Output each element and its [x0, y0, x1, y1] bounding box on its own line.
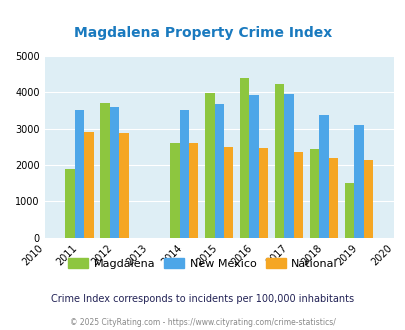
Bar [214, 104, 224, 238]
Bar [363, 160, 372, 238]
Bar [249, 95, 258, 238]
Text: © 2025 CityRating.com - https://www.cityrating.com/crime-statistics/: © 2025 CityRating.com - https://www.city… [70, 318, 335, 327]
Bar [119, 133, 128, 238]
Bar [84, 132, 94, 238]
Bar [353, 125, 363, 238]
Bar [293, 152, 303, 238]
Bar [109, 107, 119, 238]
Bar [75, 110, 84, 238]
Text: Crime Index corresponds to incidents per 100,000 inhabitants: Crime Index corresponds to incidents per… [51, 294, 354, 304]
Bar [274, 84, 283, 238]
Bar [239, 78, 249, 238]
Bar [344, 183, 353, 238]
Bar [179, 110, 189, 238]
Text: Magdalena Property Crime Index: Magdalena Property Crime Index [74, 26, 331, 40]
Bar [224, 147, 233, 238]
Bar [258, 148, 268, 238]
Bar [100, 103, 109, 238]
Bar [189, 143, 198, 238]
Bar [170, 143, 179, 238]
Bar [328, 158, 337, 238]
Bar [318, 115, 328, 238]
Legend: Magdalena, New Mexico, National: Magdalena, New Mexico, National [64, 254, 341, 273]
Bar [284, 94, 293, 238]
Bar [65, 169, 75, 238]
Bar [309, 148, 318, 238]
Bar [205, 93, 214, 238]
